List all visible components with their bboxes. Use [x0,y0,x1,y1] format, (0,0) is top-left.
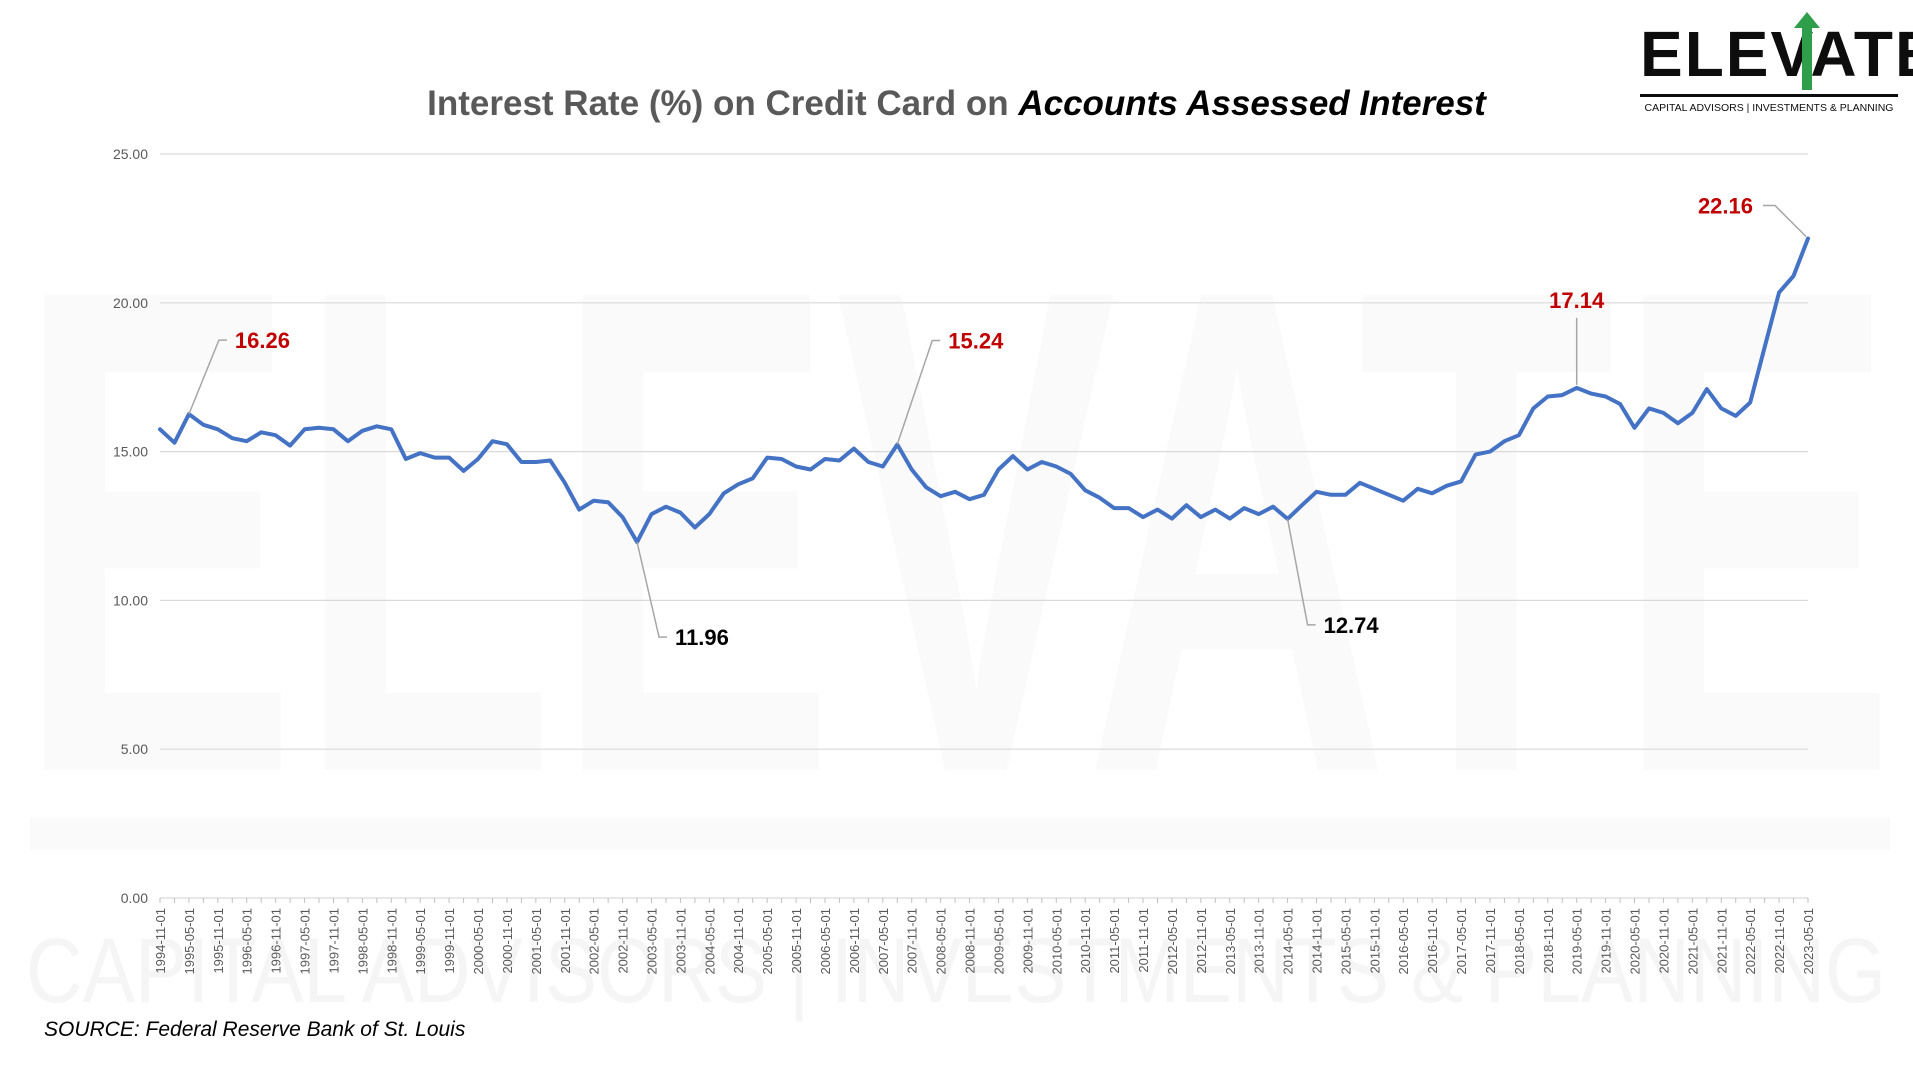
y-axis: 0.00 5.00 10.00 15.00 20.00 25.00 [113,146,148,906]
y-tick-label: 15.00 [113,444,148,460]
x-tick-label: 2010-11-01 [1078,908,1093,974]
watermark-tagline: CAPITAL ADVISORS | INVESTMENTS & PLANNIN… [26,920,1886,1022]
x-tick-label: 2022-05-01 [1743,908,1758,975]
x-tick-label: 2019-11-01 [1599,908,1614,974]
data-label: 16.26 [235,328,290,353]
annotation-leader [896,339,941,445]
brand-name: ELEVATE [1640,18,1913,90]
x-tick-label: 1998-11-01 [384,908,399,974]
y-tick-label: 10.00 [113,592,148,608]
x-tick-label: 2021-11-01 [1714,908,1729,974]
x-tick-label: 1999-11-01 [442,908,457,974]
chart-title-emphasis: Accounts Assessed Interest [1018,84,1486,123]
x-tick-label: 2007-11-01 [905,908,920,974]
x-tick-label: 2010-05-01 [1049,908,1064,975]
x-tick-label: 2006-11-01 [847,908,862,974]
data-label: 11.96 [675,625,729,650]
x-tick-label: 2017-05-01 [1454,908,1469,975]
x-tick-label: 1995-05-01 [182,908,197,975]
x-tick-label: 2001-05-01 [529,908,544,975]
x-tick-label: 2000-11-01 [500,908,515,974]
y-tick-label: 25.00 [113,146,148,162]
annotations-layer: 16.26 11.96 15.24 12.74 17.14 22.16 [188,194,1807,650]
x-tick-label: 1999-05-01 [413,908,428,975]
x-tick-label: 2016-11-01 [1425,908,1440,974]
x-tick-label: 2016-05-01 [1396,908,1411,975]
x-tick-label: 2008-11-01 [963,908,978,974]
x-tick-label: 2003-05-01 [645,908,660,975]
annotation-leader [1763,204,1807,238]
x-tick-label: 2009-11-01 [1020,908,1035,974]
x-tick-label: 2002-11-01 [616,908,631,974]
series-line [158,236,1810,545]
x-tick-label: 2014-05-01 [1281,908,1296,975]
x-tick-label: 2006-05-01 [818,908,833,975]
x-tick-label: 2007-05-01 [876,908,891,975]
x-tick-label: 2012-11-01 [1194,908,1209,974]
x-tick-label: 2011-11-01 [1136,908,1151,973]
x-tick-label: 2015-11-01 [1367,908,1382,974]
x-tick-label: 2009-05-01 [991,908,1006,975]
x-tick-label: 2008-05-01 [934,908,949,975]
x-tick-label: 2014-11-01 [1309,908,1324,974]
y-tick-label: 0.00 [121,890,148,906]
x-tick-label: 2002-05-01 [587,908,602,975]
x-tick-label: 2000-05-01 [471,908,486,975]
brand-tagline: CAPITAL ADVISORS | INVESTMENTS & PLANNIN… [1644,102,1894,114]
x-tick-label: 2004-11-01 [731,908,746,974]
x-tick-label: 2005-05-01 [760,908,775,975]
annotation-leader [636,541,668,638]
series-layer [158,236,1810,545]
x-tick-label: 2018-11-01 [1541,908,1556,974]
x-tick-label: 2023-05-01 [1801,908,1816,975]
data-label: 17.14 [1549,288,1605,313]
x-axis: 1994-11-01 1995-05-01 1995-11-01 1996-05-01… [153,898,1816,975]
brand-logo: ELEVATE CAPITAL ADVISORS | INVESTMENTS &… [1640,12,1913,120]
y-tick-label: 5.00 [121,741,148,757]
chart-title-main: Interest Rate (%) on Credit Card on [427,84,1019,123]
annotation-leader [1286,518,1316,626]
x-tick-label: 2001-11-01 [558,908,573,974]
x-tick-label: 2015-05-01 [1338,908,1353,975]
x-tick-label: 2022-11-01 [1772,908,1787,974]
x-tick-label: 2019-05-01 [1570,908,1585,975]
brand-underline [1640,94,1898,97]
annotation-leader [188,339,227,415]
watermark-bar [30,818,1890,850]
x-tick-label: 1995-11-01 [211,908,226,974]
arrow-up-icon [1794,12,1820,90]
x-tick-label: 1996-11-01 [269,908,284,974]
x-tick-label: 1997-05-01 [298,908,313,975]
x-tick-label: 2013-05-01 [1223,908,1238,975]
x-tick-label: 2012-05-01 [1165,908,1180,975]
chart-title: Interest Rate (%) on Credit Card on Acco… [0,84,1913,124]
y-tick-label: 20.00 [113,295,148,311]
data-label: 22.16 [1698,194,1753,219]
data-label: 12.74 [1324,613,1380,638]
x-tick-label: 1994-11-01 [153,908,168,974]
watermark-word: ELEVATE [16,146,1896,917]
x-tick-label: 2005-11-01 [789,908,804,974]
x-tick-label: 2020-05-01 [1628,908,1643,975]
x-tick-label: 1998-05-01 [355,908,370,975]
x-tick-label: 2017-11-01 [1483,908,1498,974]
x-tick-label: 2020-11-01 [1656,908,1671,974]
x-tick-label: 2021-05-01 [1685,908,1700,975]
x-tick-label: 1997-11-01 [326,908,341,974]
x-tick-label: 2011-05-01 [1107,908,1122,974]
x-tick-label: 2013-11-01 [1252,908,1267,974]
source-note: SOURCE: Federal Reserve Bank of St. Loui… [44,1018,466,1041]
data-label: 15.24 [948,328,1004,353]
x-tick-label: 2004-05-01 [702,908,717,975]
x-tick-label: 1996-05-01 [240,908,255,975]
x-tick-label: 2003-11-01 [673,908,688,974]
x-tick-label: 2018-05-01 [1512,908,1527,975]
